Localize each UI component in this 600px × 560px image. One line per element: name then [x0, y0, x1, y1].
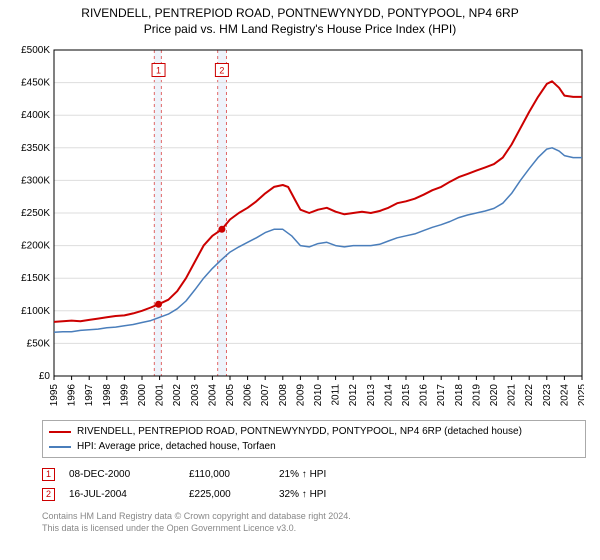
svg-text:£200K: £200K — [21, 241, 50, 252]
legend-swatch-hpi — [49, 446, 71, 448]
svg-text:£100K: £100K — [21, 306, 50, 317]
svg-text:2006: 2006 — [243, 384, 254, 407]
svg-text:1: 1 — [156, 66, 161, 76]
sale-price: £110,000 — [189, 469, 279, 480]
svg-text:2021: 2021 — [507, 384, 518, 407]
svg-text:2025: 2025 — [577, 384, 584, 407]
svg-text:2004: 2004 — [207, 384, 218, 407]
svg-text:£50K: £50K — [27, 338, 51, 349]
svg-text:£300K: £300K — [21, 175, 50, 186]
svg-text:£250K: £250K — [21, 208, 50, 219]
svg-text:2001: 2001 — [155, 384, 166, 407]
svg-text:2005: 2005 — [225, 384, 236, 407]
svg-text:2008: 2008 — [278, 384, 289, 407]
svg-text:2015: 2015 — [401, 384, 412, 407]
svg-text:£350K: £350K — [21, 143, 50, 154]
sale-price: £225,000 — [189, 489, 279, 500]
svg-text:2022: 2022 — [524, 384, 535, 407]
legend: RIVENDELL, PENTREPIOD ROAD, PONTNEWYNYDD… — [42, 420, 586, 458]
legend-item: HPI: Average price, detached house, Torf… — [49, 439, 579, 454]
svg-text:£400K: £400K — [21, 110, 50, 121]
chart-subtitle: Price paid vs. HM Land Registry's House … — [0, 22, 600, 36]
footer: Contains HM Land Registry data © Crown c… — [42, 510, 586, 534]
svg-text:2014: 2014 — [383, 384, 394, 407]
svg-text:2000: 2000 — [137, 384, 148, 407]
svg-text:2012: 2012 — [348, 384, 359, 407]
svg-text:1997: 1997 — [84, 384, 95, 407]
svg-text:2011: 2011 — [331, 384, 342, 406]
chart-title: RIVENDELL, PENTREPIOD ROAD, PONTNEWYNYDD… — [0, 6, 600, 20]
sale-row: 2 16-JUL-2004 £225,000 32% ↑ HPI — [42, 484, 586, 504]
footer-line-2: This data is licensed under the Open Gov… — [42, 522, 586, 534]
legend-label: RIVENDELL, PENTREPIOD ROAD, PONTNEWYNYDD… — [77, 426, 522, 437]
sale-date: 16-JUL-2004 — [69, 489, 189, 500]
svg-text:£0: £0 — [39, 371, 51, 382]
sale-marker-number: 2 — [46, 489, 51, 499]
svg-text:1995: 1995 — [49, 384, 60, 407]
svg-text:2007: 2007 — [260, 384, 271, 407]
sale-marker-number: 1 — [46, 469, 51, 479]
svg-text:2020: 2020 — [489, 384, 500, 407]
sale-marker-2: 2 — [42, 488, 55, 501]
footer-line-1: Contains HM Land Registry data © Crown c… — [42, 510, 586, 522]
svg-text:1996: 1996 — [67, 384, 78, 407]
svg-text:2016: 2016 — [419, 384, 430, 407]
svg-text:2023: 2023 — [542, 384, 553, 407]
svg-text:2003: 2003 — [190, 384, 201, 407]
sale-row: 1 08-DEC-2000 £110,000 21% ↑ HPI — [42, 464, 586, 484]
svg-text:2019: 2019 — [471, 384, 482, 407]
svg-text:2018: 2018 — [454, 384, 465, 407]
svg-text:1998: 1998 — [102, 384, 113, 407]
svg-text:2: 2 — [219, 66, 224, 76]
legend-swatch-property — [49, 431, 71, 433]
legend-label: HPI: Average price, detached house, Torf… — [77, 441, 276, 452]
svg-text:2017: 2017 — [436, 384, 447, 407]
legend-item: RIVENDELL, PENTREPIOD ROAD, PONTNEWYNYDD… — [49, 424, 579, 439]
svg-text:£500K: £500K — [21, 45, 50, 56]
svg-text:£150K: £150K — [21, 273, 50, 284]
sale-vs-hpi: 21% ↑ HPI — [279, 469, 379, 480]
svg-text:£450K: £450K — [21, 78, 50, 89]
sales-list: 1 08-DEC-2000 £110,000 21% ↑ HPI 2 16-JU… — [42, 464, 586, 504]
svg-text:2009: 2009 — [295, 384, 306, 407]
chart-area: £0 £50K £100K £150K £200K £250K £300K £350K £400… — [12, 44, 584, 414]
svg-text:2002: 2002 — [172, 384, 183, 407]
svg-text:2010: 2010 — [313, 384, 324, 407]
svg-text:2013: 2013 — [366, 384, 377, 407]
sale-date: 08-DEC-2000 — [69, 469, 189, 480]
sale-vs-hpi: 32% ↑ HPI — [279, 489, 379, 500]
svg-text:1999: 1999 — [119, 384, 130, 407]
svg-text:2024: 2024 — [559, 384, 570, 407]
sale-marker-1: 1 — [42, 468, 55, 481]
